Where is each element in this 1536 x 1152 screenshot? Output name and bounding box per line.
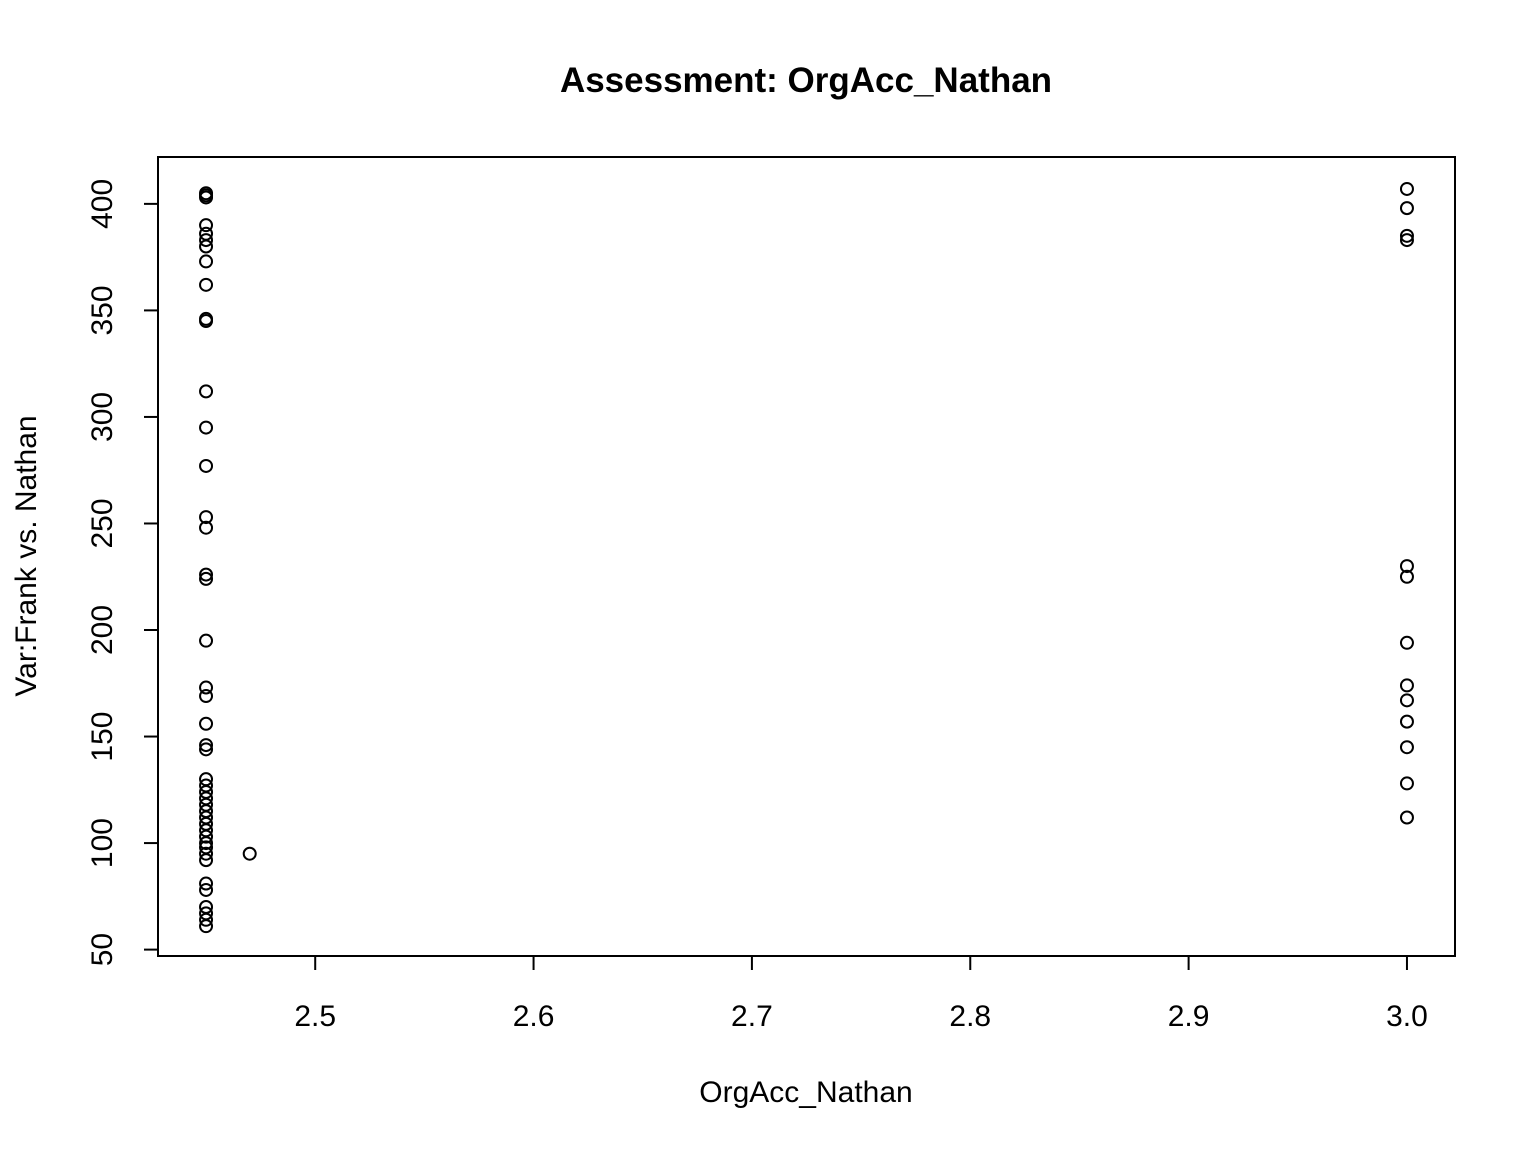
y-tick-label: 100: [86, 818, 119, 868]
chart-title: Assessment: OrgAcc_Nathan: [560, 61, 1052, 100]
data-point: [1399, 181, 1414, 196]
data-point: [199, 571, 214, 586]
data-point: [199, 876, 214, 891]
data-point: [1399, 569, 1414, 584]
data-point: [1399, 693, 1414, 708]
data-point: [199, 919, 214, 934]
y-axis-label: Var:Frank vs. Nathan: [10, 415, 43, 696]
y-tick-label: 150: [86, 712, 119, 762]
data-point: [1399, 635, 1414, 650]
y-tick-label: 50: [86, 933, 119, 966]
data-point: [199, 239, 214, 254]
plot-frame: [157, 156, 1456, 957]
x-tick-label: 2.8: [949, 1000, 991, 1033]
data-point: [1399, 740, 1414, 755]
x-axis-label: OrgAcc_Nathan: [699, 1076, 912, 1109]
data-point: [199, 233, 214, 248]
data-point: [199, 420, 214, 435]
data-points: [199, 181, 1414, 934]
x-tick-label: 3.0: [1386, 1000, 1428, 1033]
data-point: [199, 190, 214, 205]
y-tick-label: 250: [86, 498, 119, 548]
data-point: [1399, 201, 1414, 216]
y-axis: 50 100 150 200 250 300 350 400: [86, 179, 159, 966]
data-point: [199, 384, 214, 399]
data-point: [199, 853, 214, 868]
data-point: [199, 314, 214, 329]
x-axis: 2.5 2.6 2.7 2.8 2.9 3.0: [294, 955, 1428, 1033]
data-point: [199, 689, 214, 704]
data-point: [199, 520, 214, 535]
data-point: [199, 510, 214, 525]
data-point: [199, 633, 214, 648]
x-tick-label: 2.5: [294, 1000, 336, 1033]
data-point: [1399, 559, 1414, 574]
y-tick-label: 200: [86, 605, 119, 655]
x-tick-label: 2.6: [513, 1000, 555, 1033]
data-point: [199, 836, 214, 851]
data-point: [1399, 233, 1414, 248]
data-point: [199, 846, 214, 861]
data-point: [199, 912, 214, 927]
data-point: [1399, 776, 1414, 791]
data-point: [199, 829, 214, 844]
data-point: [199, 277, 214, 292]
data-point: [199, 882, 214, 897]
data-point: [199, 742, 214, 757]
data-point: [199, 458, 214, 473]
data-point: [199, 738, 214, 753]
y-tick-label: 300: [86, 392, 119, 442]
data-point: [199, 716, 214, 731]
data-point: [1399, 228, 1414, 243]
x-tick-label: 2.7: [731, 1000, 773, 1033]
data-point: [199, 567, 214, 582]
x-tick-label: 2.9: [1168, 1000, 1210, 1033]
data-point: [199, 254, 214, 269]
data-point: [1399, 714, 1414, 729]
data-point: [199, 218, 214, 233]
data-point: [1399, 678, 1414, 693]
y-tick-label: 350: [86, 285, 119, 335]
data-point: [199, 680, 214, 695]
data-point: [242, 846, 257, 861]
data-point: [1399, 810, 1414, 825]
y-tick-label: 400: [86, 179, 119, 229]
